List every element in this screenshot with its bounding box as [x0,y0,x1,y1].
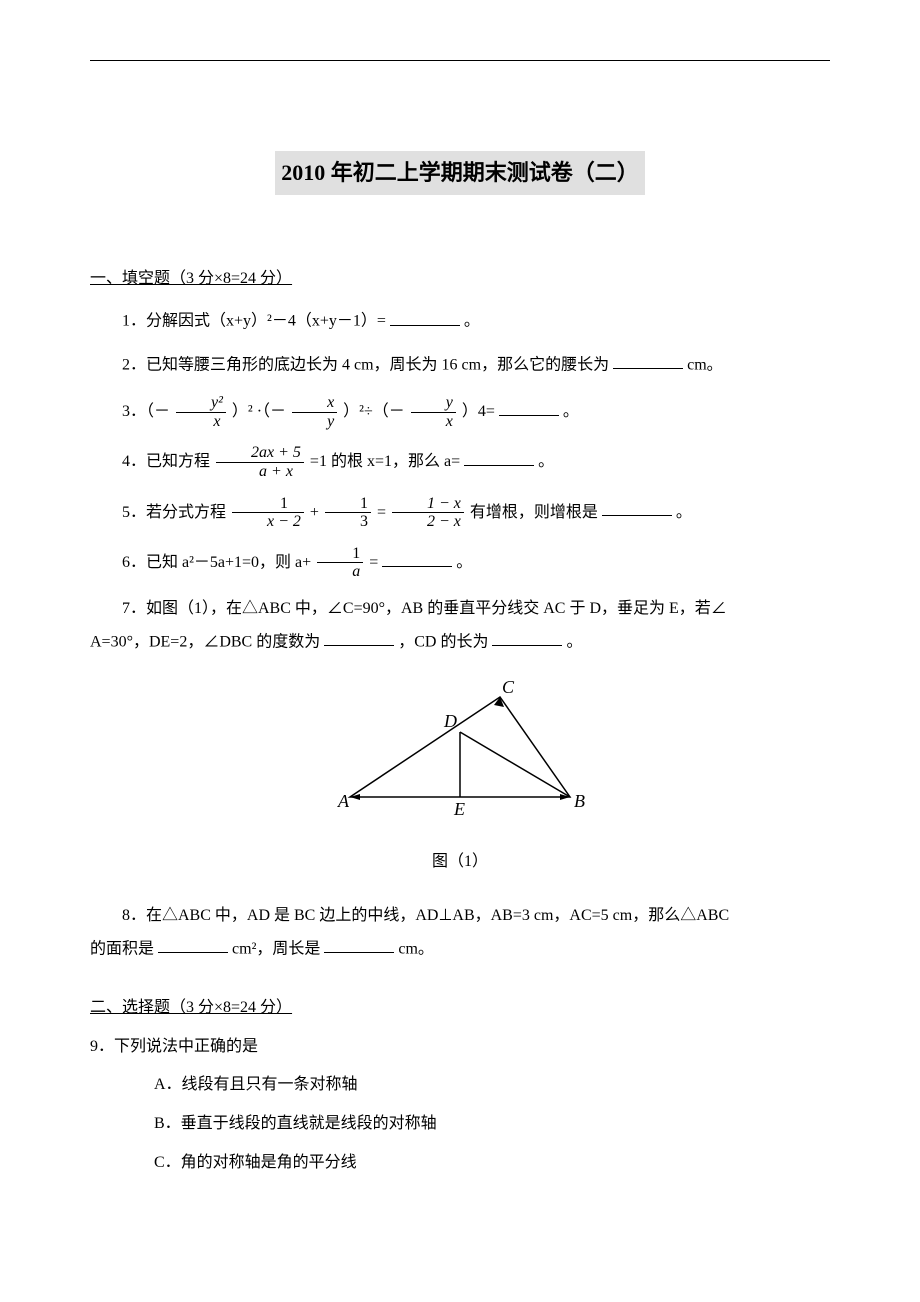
q2-text: 2．已知等腰三角形的底边长为 4 cm，周长为 16 cm，那么它的腰长为 [122,356,609,373]
q5-blank [602,498,672,517]
q8-text-b: 的面积是 [90,940,154,957]
q9-a: A．线段有且只有一条对称轴 [90,1071,830,1100]
q5-plus: + [310,503,323,520]
q3-frac1-num: y² [176,394,226,413]
q3-frac3-num: y [411,394,456,413]
q6-mid: = [369,554,378,571]
q3-mid1: ）² ·（－ [232,403,286,420]
figure-1-caption: 图（1） [90,848,830,877]
q7-blank2 [492,628,562,647]
q1-text: 1．分解因式（x+y）²－4（x+y－1）= [122,313,386,330]
q6-frac-num: 1 [317,545,363,564]
q5-frac2: 1 3 [325,495,371,531]
label-D: D [443,711,457,731]
page-title: 2010 年初二上学期期末测试卷（二） [275,151,645,195]
section1-heading: 一、填空题（3 分×8=24 分） [90,265,830,294]
q3-frac1-den: x [176,413,226,431]
q8-blank2 [324,935,394,954]
q4-end: 。 [538,453,554,470]
q7-end: 。 [566,633,582,650]
q4-frac-num: 2ax + 5 [216,444,304,463]
q3-frac3: y x [411,394,456,430]
q4-frac: 2ax + 5 a + x [216,444,304,480]
q7-line2: A=30°，DE=2，∠DBC 的度数为 ，CD 的长为 。 [90,628,830,657]
label-E: E [453,799,465,819]
q3-mid2: ）²÷（－ [343,403,405,420]
label-C: C [502,677,515,697]
q5-frac1: 1 x − 2 [232,495,304,531]
q3-mid3: ）4= [462,403,499,420]
top-rule [90,60,830,61]
q5-frac1-den: x − 2 [232,513,304,531]
section1-heading-text: 一、填空题（3 分×8=24 分） [90,270,292,287]
q8-line1: 8．在△ABC 中，AD 是 BC 边上的中线，AD⊥AB，AB=3 cm，AC… [90,902,830,931]
label-B: B [574,791,585,811]
q9-c: C．角的对称轴是角的平分线 [90,1149,830,1178]
q5-pre: 5．若分式方程 [122,503,226,520]
q5-frac2-den: 3 [325,513,371,531]
q5-frac3: 1 − x 2 − x [392,495,464,531]
q8-blank1 [158,935,228,954]
section2-heading-text: 二、选择题（3 分×8=24 分） [90,999,292,1016]
q7-text-c: ，CD 的长为 [398,633,488,650]
q3-blank [499,397,559,416]
q4-pre: 4．已知方程 [122,453,210,470]
title-wrap: 2010 年初二上学期期末测试卷（二） [90,151,830,195]
q5: 5．若分式方程 1 x − 2 + 1 3 = 1 − x 2 − x 有增根，… [90,495,830,531]
q6: 6．已知 a²－5a+1=0，则 a+ 1 a = 。 [90,545,830,581]
q5-frac1-num: 1 [232,495,304,514]
q5-end: 。 [676,503,692,520]
q2: 2．已知等腰三角形的底边长为 4 cm，周长为 16 cm，那么它的腰长为 cm… [90,351,830,380]
q2-blank [613,351,683,370]
q3-frac1: y² x [176,394,226,430]
q3-pre: 3．（－ [122,403,170,420]
q3-frac3-den: x [411,413,456,431]
q2-end: cm。 [687,356,723,373]
q6-end: 。 [456,554,472,571]
q4-blank [464,448,534,467]
q6-blank [382,548,452,567]
page: 2010 年初二上学期期末测试卷（二） 一、填空题（3 分×8=24 分） 1．… [0,0,920,1228]
q5-eq: = [377,503,390,520]
q3-frac2: x y [292,394,337,430]
q4-mid: =1 的根 x=1，那么 a= [310,453,460,470]
figure-1: A B C D E [90,677,830,838]
q9: 9．下列说法中正确的是 [90,1033,830,1062]
q8-line2: 的面积是 cm²，周长是 cm。 [90,935,830,964]
q5-frac2-num: 1 [325,495,371,514]
q8-text-c: cm²，周长是 [232,940,320,957]
q3-frac2-den: y [292,413,337,431]
q3: 3．（－ y² x ）² ·（－ x y ）²÷（－ y x ）4= 。 [90,394,830,430]
q1-blank [390,307,460,326]
q7-blank1 [324,628,394,647]
q1: 1．分解因式（x+y）²－4（x+y－1）= 。 [90,307,830,336]
q5-frac3-num: 1 − x [392,495,464,514]
q6-frac-den: a [317,563,363,581]
q6-frac: 1 a [317,545,363,581]
q1-end: 。 [464,313,480,330]
label-A: A [337,791,350,811]
q4-frac-den: a + x [216,463,304,481]
q7-text-b: A=30°，DE=2，∠DBC 的度数为 [90,633,320,650]
q9-b: B．垂直于线段的直线就是线段的对称轴 [90,1110,830,1139]
q6-pre: 6．已知 a²－5a+1=0，则 a+ [122,554,311,571]
q5-mid: 有增根，则增根是 [470,503,598,520]
q3-end: 。 [563,403,579,420]
figure-1-svg: A B C D E [330,677,590,827]
q8-text-d: cm。 [398,940,434,957]
section2-heading: 二、选择题（3 分×8=24 分） [90,994,830,1023]
q3-frac2-num: x [292,394,337,413]
q7-text-a: 7．如图（1），在△ABC 中，∠C=90°，AB 的垂直平分线交 AC 于 D… [122,600,727,617]
q8-text-a: 8．在△ABC 中，AD 是 BC 边上的中线，AD⊥AB，AB=3 cm，AC… [122,907,729,924]
q5-frac3-den: 2 − x [392,513,464,531]
q4: 4．已知方程 2ax + 5 a + x =1 的根 x=1，那么 a= 。 [90,444,830,480]
q7-line1: 7．如图（1），在△ABC 中，∠C=90°，AB 的垂直平分线交 AC 于 D… [90,595,830,624]
